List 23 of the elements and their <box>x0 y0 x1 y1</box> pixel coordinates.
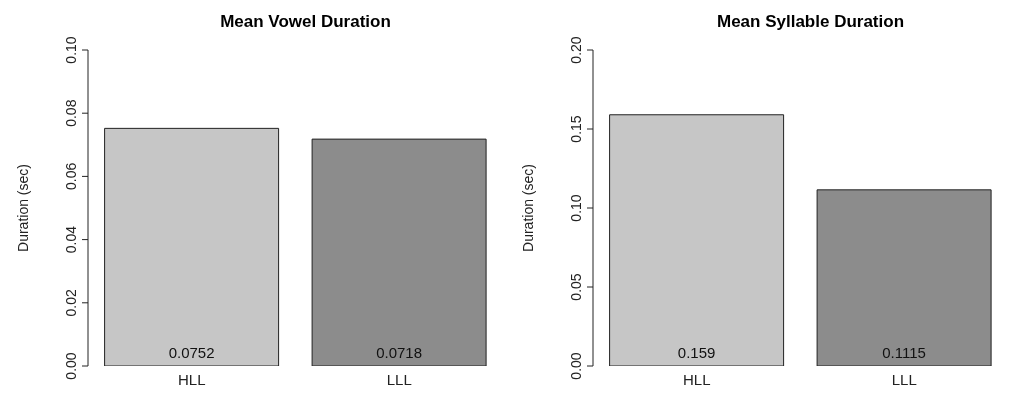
x-tick-label: LLL <box>386 370 412 388</box>
chart-title: Mean Vowel Duration <box>219 12 392 31</box>
y-tick-label: 0.02 <box>63 288 79 317</box>
data-label: 0.1115 <box>882 344 926 361</box>
y-tick-label: 0.06 <box>63 162 79 191</box>
x-tick-label: HLL <box>682 370 711 388</box>
data-label: 0.0718 <box>376 344 423 361</box>
y-axis-title: Duration (sec) <box>519 164 536 252</box>
y-tick-label: 0.00 <box>63 352 79 380</box>
y-tick-label: 0.05 <box>568 273 584 301</box>
y-tick-label: 0.20 <box>568 36 584 64</box>
data-label: 0.159 <box>677 344 716 361</box>
y-tick-label: 0.08 <box>63 99 79 127</box>
data-label: 0.0752 <box>168 344 215 361</box>
y-tick-label: 0.10 <box>63 36 79 64</box>
y-tick-label: 0.04 <box>63 225 79 254</box>
y-axis-title: Duration (sec) <box>14 164 31 252</box>
y-tick-label: 0.10 <box>568 194 584 222</box>
y-tick-label: 0.15 <box>568 115 584 143</box>
x-tick-label: LLL <box>891 370 917 388</box>
chart-title: Mean Syllable Duration <box>715 12 905 31</box>
x-tick-label: HLL <box>177 370 206 388</box>
y-tick-label: 0.00 <box>568 352 584 380</box>
